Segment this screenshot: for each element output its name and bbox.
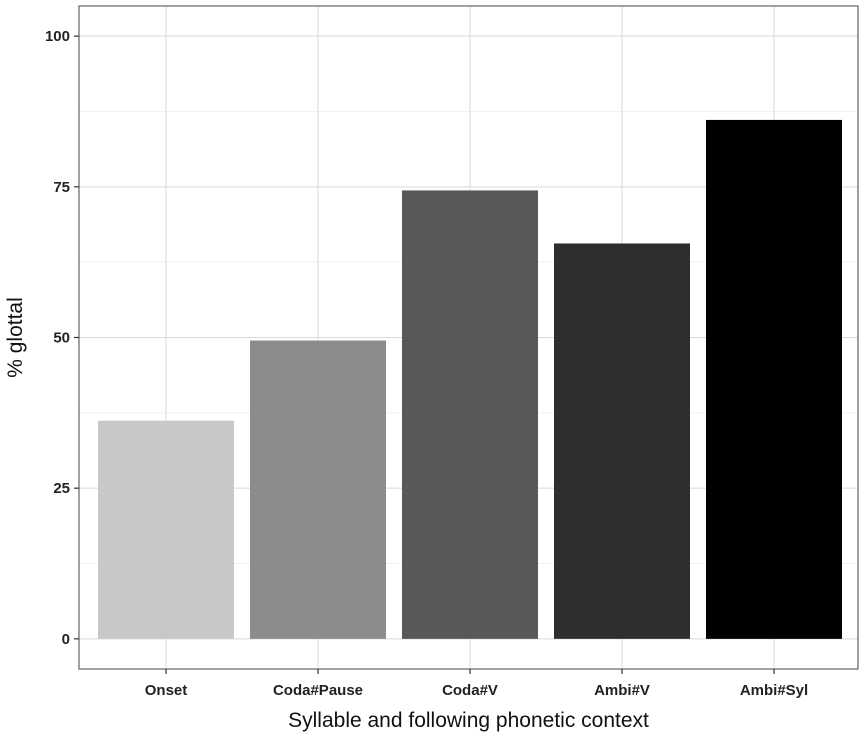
- x-tick-label: Ambi#Syl: [740, 682, 808, 699]
- x-axis: Onset Coda#Pause Coda#V Ambi#V Ambi#Syl: [145, 669, 808, 699]
- y-tick-label: 50: [53, 330, 70, 347]
- bar-onset: [98, 420, 234, 639]
- y-tick-label: 0: [62, 631, 70, 648]
- x-tick-label: Coda#Pause: [273, 682, 363, 699]
- y-tick-label: 25: [53, 480, 70, 497]
- bar-ambi-syl: [706, 119, 842, 639]
- y-axis-title: % glottal: [4, 297, 27, 378]
- bar-coda-pause: [250, 340, 386, 639]
- x-axis-title: Syllable and following phonetic context: [288, 709, 649, 732]
- x-tick-label: Coda#V: [442, 682, 498, 699]
- bar-ambi-v: [554, 243, 690, 639]
- y-axis: 0 25 50 75 100: [45, 28, 79, 648]
- x-tick-label: Onset: [145, 682, 188, 699]
- y-tick-label: 75: [53, 179, 70, 196]
- y-tick-label: 100: [45, 28, 70, 45]
- bar-coda-v: [402, 190, 538, 639]
- bars: [98, 119, 842, 639]
- x-tick-label: Ambi#V: [594, 682, 650, 699]
